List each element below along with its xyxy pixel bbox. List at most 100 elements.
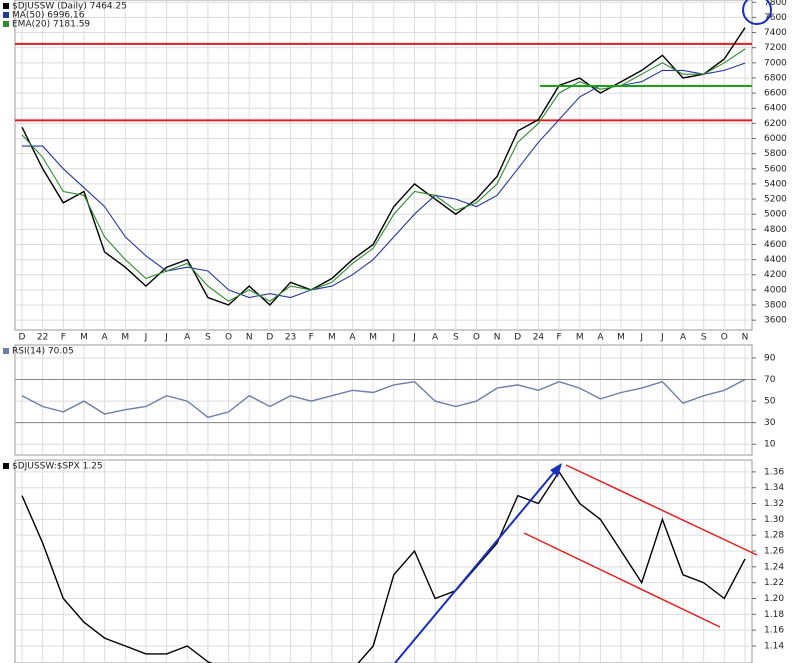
x-tick-label: J [164,333,168,343]
series-line [21,27,746,306]
plot [21,27,746,306]
y-tick-label: 1.26 [764,547,784,557]
y-tick-label: 7600 [764,13,787,23]
plot [21,470,746,663]
series-line [21,470,746,663]
plot [21,378,746,419]
x-tick-label: J [639,333,643,343]
y-tick-label: 1.14 [764,641,784,651]
legend-swatch [3,3,9,9]
x-tick-label: O [721,333,728,343]
legend-label: EMA(20) 7181.59 [12,20,90,30]
legend-label: $DJUSSW:$SPX 1.25 [12,462,103,472]
x-tick-label: A [597,333,604,343]
x-tick-label: 24 [533,333,545,343]
legend-label: RSI(14) 70.05 [12,347,74,357]
legend-swatch [3,12,9,18]
x-tick-label: N [246,333,253,343]
y-tick-label: 1.22 [764,578,784,588]
y-tick-label: 6600 [764,89,787,99]
x-tick-label: J [660,333,664,343]
y-tick-label: 5200 [764,195,787,205]
y-tick-label: 1.32 [764,499,784,509]
x-tick-label: M [328,333,336,343]
y-tick-label: 1.20 [764,594,784,604]
y-tick-label: 1.36 [764,467,784,477]
y-tick-label: 6000 [764,134,787,144]
x-tick-label: M [369,333,377,343]
y-tick-label: 30 [764,418,776,428]
channel-bottom [523,532,721,628]
y-tick-label: 3800 [764,301,787,311]
y-tick-label: 5800 [764,149,787,159]
x-tick-label: J [392,333,396,343]
legend-swatch [3,21,9,27]
x-tick-label: S [453,333,459,343]
y-tick-label: 4000 [764,285,787,295]
x-tick-label: S [205,333,211,343]
panel [14,459,753,663]
legend-swatch [3,348,9,354]
y-tick-label: 4400 [764,255,787,265]
trend-arrow [394,469,557,663]
panel [14,344,753,456]
series-line [22,62,746,299]
y-tick-label: 70 [764,375,776,385]
y-tick-label: 4200 [764,270,787,280]
x-tick-label: N [742,333,749,343]
legend-label: MA(50) 6996.16 [12,11,85,21]
x-tick-label: M [80,333,88,343]
y-tick-label: 5000 [764,210,787,220]
x-tick-label: J [412,333,416,343]
y-tick-label: 4800 [764,225,787,235]
x-tick-label: J [144,333,148,343]
y-tick-label: 1.30 [764,515,784,525]
y-tick-label: 1.24 [764,562,784,572]
y-tick-label: 1.34 [764,483,784,493]
x-tick-label: O [473,333,480,343]
y-tick-label: 6200 [764,119,787,129]
x-tick-label: F [556,333,561,343]
series-line [21,378,746,419]
x-tick-label: D [266,333,273,343]
x-tick-label: A [432,333,439,343]
y-tick-label: 5600 [764,164,787,174]
y-tick-label: 1.18 [764,610,784,620]
y-tick-label: 7000 [764,58,787,68]
x-tick-label: M [576,333,584,343]
x-tick-label: M [121,333,129,343]
x-tick-label: A [680,333,687,343]
y-tick-label: 3600 [764,316,787,326]
x-tick-label: O [225,333,232,343]
legend-label: $DJUSSW (Daily) 7464.25 [12,2,127,12]
y-tick-label: 7400 [764,28,787,38]
y-tick-label: 6800 [764,73,787,83]
x-tick-label: F [61,333,66,343]
highlight-circle [742,0,772,25]
y-tick-label: 10 [764,440,776,450]
y-tick-label: 5400 [764,179,787,189]
x-tick-label: S [701,333,707,343]
y-tick-label: 1.28 [764,531,784,541]
x-tick-label: A [349,333,356,343]
x-tick-label: A [102,333,109,343]
y-tick-label: 50 [764,397,776,407]
channel-top [565,464,758,556]
x-tick-label: D [19,333,26,343]
annotations [394,0,772,663]
legend-swatch [3,463,9,469]
x-tick-label: D [514,333,521,343]
series-line [21,48,746,302]
y-tick-label: 7200 [764,43,787,53]
x-tick-label: M [617,333,625,343]
x-tick-label: 22 [37,333,48,343]
x-tick-label: 23 [285,333,296,343]
y-tick-label: 6400 [764,104,787,114]
x-tick-label: N [494,333,501,343]
x-tick-label: A [184,333,191,343]
arrow-head [550,463,562,477]
x-tick-label: F [309,333,314,343]
y-tick-label: 90 [764,353,776,363]
y-tick-label: 7800 [764,0,787,8]
